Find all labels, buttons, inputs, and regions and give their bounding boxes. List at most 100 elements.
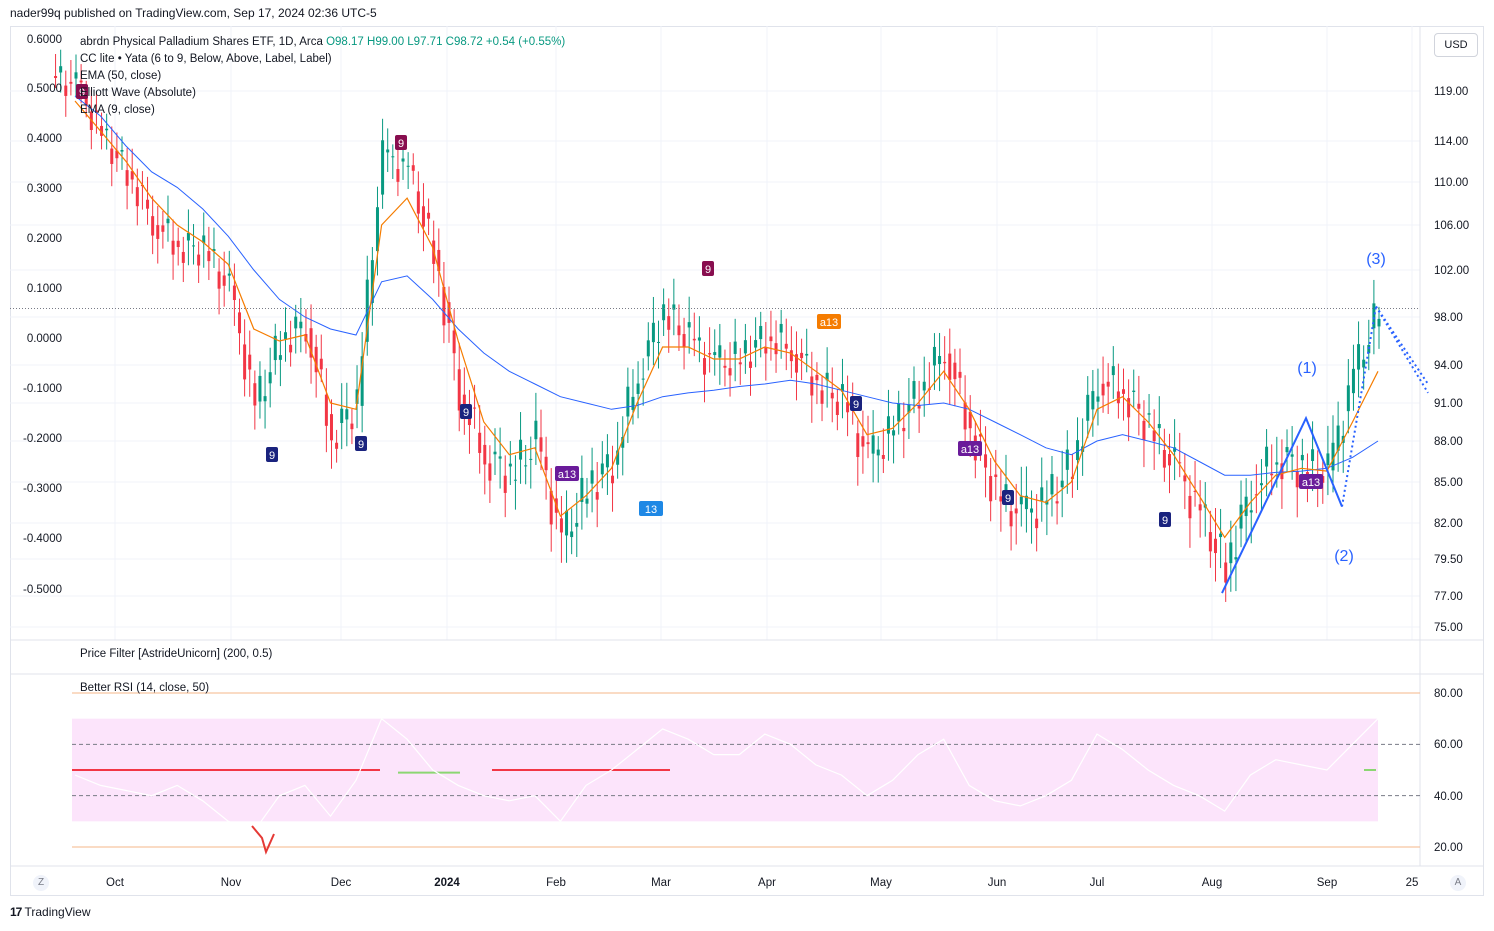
footer: 17 TradingView	[10, 905, 91, 919]
signal-label-text: a13	[820, 317, 838, 329]
candle	[815, 362, 819, 405]
legend-indicator-2[interactable]: EMA (50, close)	[80, 70, 162, 82]
candle-body	[94, 110, 98, 113]
candle	[529, 436, 533, 489]
candle	[708, 327, 712, 373]
rsi-line-path	[74, 717, 1379, 833]
time-axis-label: Oct	[106, 877, 125, 889]
candle	[595, 461, 599, 528]
candle-body	[565, 510, 569, 536]
ema-lines	[10, 95, 1420, 539]
candle	[146, 176, 150, 225]
candle	[984, 426, 988, 498]
candle	[329, 399, 333, 469]
signal-label-bg	[1002, 490, 1014, 505]
candle	[825, 347, 829, 408]
signal-label-bg	[817, 314, 841, 329]
candle	[876, 436, 880, 483]
candle	[319, 334, 323, 383]
candle	[156, 205, 160, 264]
candle-body	[375, 207, 379, 252]
price-axis-label: 77.00	[1434, 591, 1463, 603]
candle-body	[1147, 413, 1151, 415]
candle-body	[789, 350, 793, 362]
signal-label-bg	[958, 441, 982, 456]
candle-body	[657, 341, 661, 343]
candle-body	[299, 321, 303, 329]
time-axis-label: 2024	[434, 877, 460, 889]
price-filter-title[interactable]: Price Filter [AstrideUnicorn] (200, 0.5)	[80, 648, 273, 660]
candle-body	[861, 436, 865, 447]
candle-body	[238, 312, 242, 334]
candle	[1050, 456, 1054, 517]
candle	[416, 171, 420, 234]
candle	[932, 333, 936, 390]
candle	[651, 296, 655, 366]
candle	[498, 427, 502, 489]
publisher-line: nader99q published on TradingView.com, S…	[10, 6, 377, 20]
candle-body	[1208, 532, 1212, 552]
candle-body	[202, 235, 206, 244]
time-axis-label: May	[870, 877, 892, 889]
candle	[789, 326, 793, 379]
candle-body	[856, 433, 860, 457]
candle	[1035, 494, 1039, 552]
candle-body	[227, 273, 231, 276]
candle	[820, 375, 824, 422]
candle-body	[1142, 420, 1146, 441]
candle	[1167, 433, 1171, 494]
signal-label-text: 9	[398, 138, 404, 150]
candle-body	[1193, 490, 1197, 492]
candle-body	[932, 346, 936, 366]
candle-body	[1024, 495, 1028, 510]
candle	[999, 470, 1003, 532]
candle-body	[1331, 442, 1335, 471]
candle	[243, 319, 247, 397]
candle-body	[1275, 462, 1279, 465]
auto-scale-button[interactable]: A	[1450, 875, 1466, 891]
candle	[667, 298, 671, 353]
candle	[375, 186, 379, 276]
zoom-button[interactable]: Z	[33, 875, 49, 891]
candle-body	[999, 496, 1003, 502]
candle	[100, 112, 104, 150]
candle-body	[631, 396, 635, 410]
candle	[186, 209, 190, 266]
candle-body	[938, 355, 942, 365]
candle-body	[1188, 495, 1192, 519]
candle-body	[810, 376, 814, 396]
candle-body	[1280, 463, 1284, 480]
candle-body	[1285, 447, 1289, 453]
candle-body	[1198, 504, 1202, 511]
left-axis-label: -0.4000	[23, 533, 62, 545]
candle-body	[1219, 533, 1223, 538]
signal-label-text: a13	[961, 444, 979, 456]
candle-body	[370, 260, 374, 304]
legend-indicator-4[interactable]: EMA (9, close)	[80, 104, 155, 116]
legend-indicator-1[interactable]: CC lite • Yata (6 to 9, Below, Above, La…	[80, 53, 332, 65]
currency-button[interactable]: USD	[1434, 33, 1478, 57]
candle-body	[493, 451, 497, 455]
candle	[866, 415, 870, 459]
legend-indicator-3[interactable]: Elliott Wave (Absolute)	[80, 87, 196, 99]
candle-body	[718, 345, 722, 358]
candle-body	[1137, 403, 1141, 409]
candle-body	[324, 394, 328, 426]
candle-body	[289, 344, 293, 353]
rsi-title[interactable]: Better RSI (14, close, 50)	[80, 682, 210, 694]
candle	[759, 311, 763, 358]
candle-body	[886, 416, 890, 434]
candle	[1239, 480, 1243, 548]
candle	[421, 183, 425, 252]
candle-body	[897, 403, 901, 422]
candle	[1060, 450, 1064, 518]
candle-body	[437, 249, 441, 272]
wave-label: (2)	[1334, 548, 1354, 565]
candle	[570, 508, 574, 555]
candle-body	[784, 343, 788, 349]
candle	[646, 322, 650, 371]
candle-body	[186, 232, 190, 241]
candle-body	[1244, 496, 1248, 517]
candle	[1132, 369, 1136, 408]
